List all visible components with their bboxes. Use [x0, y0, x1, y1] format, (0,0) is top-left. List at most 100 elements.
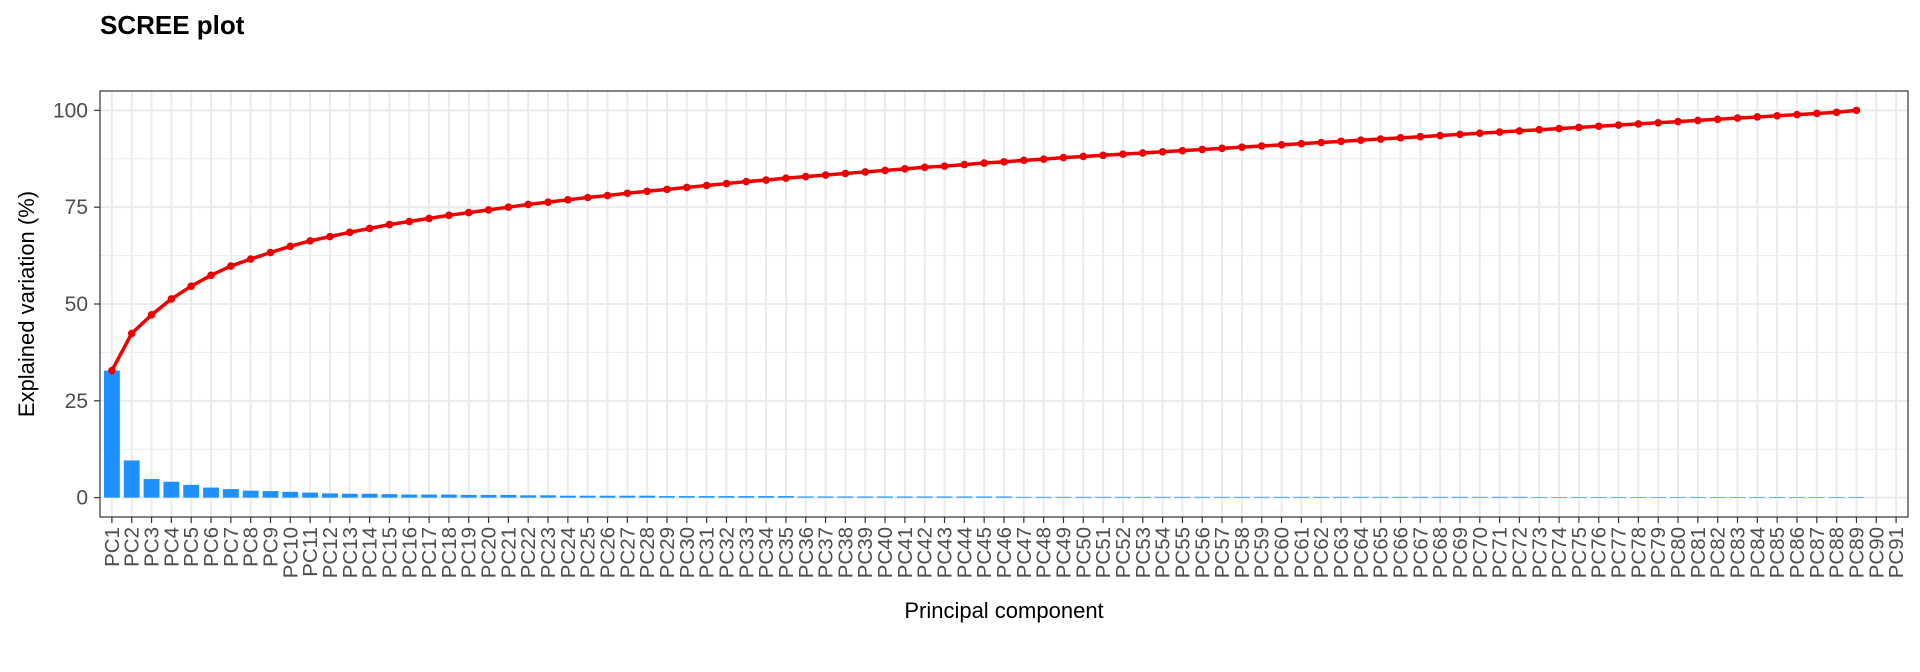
x-tick-label: PC85 — [1766, 527, 1789, 578]
cumulative-point — [1079, 152, 1088, 161]
x-tick-label: PC55 — [1171, 527, 1194, 578]
bar — [1194, 496, 1211, 498]
x-tick-label: PC20 — [478, 527, 501, 578]
x-tick-label: PC37 — [815, 527, 838, 578]
x-tick-label: PC29 — [656, 527, 679, 578]
bar — [1452, 496, 1468, 498]
bar — [540, 495, 556, 498]
cumulative-point — [801, 172, 810, 181]
x-tick-label: PC62 — [1310, 527, 1333, 578]
x-tick-label: PC8 — [240, 527, 263, 567]
bar — [877, 496, 893, 498]
cumulative-point — [702, 181, 711, 190]
cumulative-point — [266, 248, 275, 257]
cumulative-point — [1713, 115, 1722, 124]
x-tick-label: PC25 — [577, 527, 600, 578]
cumulative-point — [1753, 113, 1762, 121]
cumulative-point — [1436, 131, 1444, 140]
cumulative-point — [326, 232, 334, 241]
x-tick-label: PC10 — [279, 527, 302, 578]
x-tick-label: PC60 — [1271, 527, 1294, 578]
cumulative-point — [425, 214, 433, 223]
x-tick-label: PC16 — [398, 527, 421, 578]
bar — [1551, 497, 1568, 498]
cumulative-point — [1416, 132, 1425, 141]
x-tick-label: PC57 — [1211, 527, 1234, 578]
bar — [440, 494, 457, 498]
x-tick-label: PC80 — [1667, 527, 1690, 578]
x-tick-label: PC69 — [1449, 527, 1472, 578]
cumulative-point — [1674, 117, 1682, 126]
bar — [1432, 496, 1449, 498]
x-tick-label: PC35 — [775, 527, 798, 578]
cumulative-point — [1594, 122, 1603, 131]
cumulative-point — [464, 208, 473, 217]
bar — [837, 496, 854, 498]
bar — [1531, 497, 1548, 498]
bar — [1689, 497, 1706, 498]
x-tick-label: PC89 — [1845, 527, 1868, 578]
bar — [103, 370, 120, 498]
cumulative-point — [762, 176, 770, 184]
x-tick-label: PC63 — [1330, 527, 1353, 578]
x-tick-label: PC33 — [735, 527, 758, 578]
bar — [163, 481, 180, 498]
cumulative-point — [663, 185, 671, 194]
cumulative-point — [345, 228, 354, 237]
x-tick-label: PC75 — [1568, 527, 1591, 578]
cumulative-point — [1138, 149, 1147, 157]
bar — [480, 494, 497, 498]
bar — [1392, 496, 1409, 498]
x-tick-label: PC50 — [1072, 527, 1095, 578]
cumulative-point — [1654, 118, 1663, 127]
bar — [1233, 496, 1250, 498]
bar — [1650, 497, 1667, 498]
cumulative-point — [1475, 129, 1484, 138]
cumulative-point — [1634, 120, 1643, 128]
cumulative-point — [1376, 135, 1385, 143]
cumulative-point — [127, 329, 136, 338]
x-tick-label: PC67 — [1409, 527, 1432, 578]
cumulative-point — [1733, 114, 1742, 122]
bar — [1214, 496, 1230, 498]
cumulative-point — [1793, 110, 1801, 119]
bar — [1313, 496, 1330, 498]
x-tick-label: PC22 — [517, 527, 540, 578]
y-tick-label: 75 — [65, 196, 88, 219]
cumulative-point — [445, 211, 453, 220]
bar — [1789, 497, 1805, 498]
x-tick-label: PC7 — [220, 527, 243, 567]
y-tick-label: 50 — [65, 293, 88, 316]
x-tick-label: PC28 — [636, 527, 659, 578]
bar — [738, 496, 755, 498]
bar — [659, 496, 675, 498]
bar — [1749, 497, 1766, 498]
cumulative-point — [544, 198, 552, 206]
cumulative-point — [385, 220, 394, 229]
cumulative-point — [246, 255, 255, 263]
x-tick-label: PC2 — [121, 527, 144, 567]
cumulative-point — [1198, 145, 1207, 154]
x-tick-label: PC19 — [458, 527, 481, 578]
bar — [1610, 497, 1627, 498]
bar — [1035, 496, 1052, 498]
bar — [282, 491, 299, 498]
x-tick-label: PC12 — [319, 527, 342, 578]
x-tick-label: PC13 — [339, 527, 362, 578]
x-tick-label: PC39 — [854, 527, 877, 578]
x-tick-label: PC47 — [1013, 527, 1036, 578]
x-tick-label: PC27 — [616, 527, 639, 578]
bar — [1848, 497, 1865, 498]
bar — [1471, 496, 1488, 498]
x-tick-label: PC4 — [160, 527, 183, 567]
cumulative-point — [821, 171, 830, 179]
bar — [778, 496, 794, 498]
cumulative-point — [1396, 134, 1405, 142]
cumulative-point — [643, 187, 651, 196]
bar — [817, 496, 834, 498]
bar — [1174, 496, 1191, 498]
bar — [1253, 496, 1270, 498]
bar — [1570, 497, 1587, 498]
cumulative-point — [1297, 139, 1306, 148]
